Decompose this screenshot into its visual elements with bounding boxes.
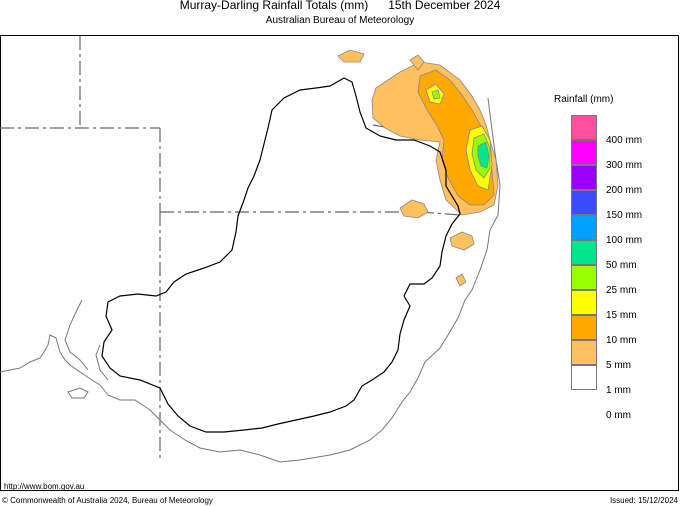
legend-swatch-300 — [571, 140, 597, 165]
issued-date: Issued: 15/12/2024 — [609, 496, 678, 505]
bom-url: http://www.bom.gov.au — [4, 482, 85, 491]
map-frame — [0, 35, 679, 491]
legend-title: Rainfall (mm) — [554, 94, 614, 105]
south-coast — [99, 384, 383, 463]
copyright: © Commonwealth of Australia 2024, Bureau… — [2, 496, 213, 505]
legend-swatch-10 — [571, 315, 597, 340]
murray-darling-basin-outline — [101, 77, 461, 433]
legend-swatch-200 — [571, 165, 597, 190]
basin-boundary — [101, 77, 461, 433]
map-subtitle: Australian Bureau of Meteorology — [265, 15, 415, 26]
rain-blob-small — [337, 49, 365, 63]
gulf-st-vincent — [95, 344, 109, 381]
legend-swatch-50 — [571, 240, 597, 265]
legend-swatch-1 — [571, 365, 597, 390]
east-coast — [381, 97, 501, 431]
legend-swatch-400 — [571, 115, 597, 140]
legend-label-150: 150 mm — [606, 210, 643, 221]
rain-blob-mid — [399, 199, 429, 219]
rain-blob-coast — [455, 273, 467, 287]
legend-swatch-150 — [571, 190, 597, 215]
legend-label-100: 100 mm — [606, 235, 643, 246]
rain-area-25mm-north — [431, 89, 441, 100]
rainfall-50mm — [477, 141, 490, 169]
legend-label-0: 0 mm — [606, 410, 631, 421]
legend-label-300: 300 mm — [606, 160, 643, 171]
rain-area-50mm — [477, 141, 490, 169]
rain-blob-south — [449, 231, 475, 251]
legend-swatch-25 — [571, 265, 597, 290]
legend-label-5: 5 mm — [606, 360, 631, 371]
legend-label-1: 1 mm — [606, 385, 631, 396]
map-title: Murray-Darling Rainfall Totals (mm) 15th… — [179, 0, 501, 12]
coastline — [0, 97, 501, 463]
kangaroo-island — [67, 387, 89, 399]
legend-swatch-15 — [571, 290, 597, 315]
legend-label-10: 10 mm — [606, 335, 637, 346]
legend-label-400: 400 mm — [606, 135, 643, 146]
legend-label-25: 25 mm — [606, 285, 637, 296]
legend-label-50: 50 mm — [606, 260, 637, 271]
legend-swatch-5 — [571, 340, 597, 365]
legend-label-200: 200 mm — [606, 185, 643, 196]
sa-coast — [0, 334, 101, 386]
legend-swatch-100 — [571, 215, 597, 240]
legend-label-15: 15 mm — [606, 310, 637, 321]
rain-blob-top — [409, 54, 425, 71]
spencer-gulf — [64, 299, 89, 371]
